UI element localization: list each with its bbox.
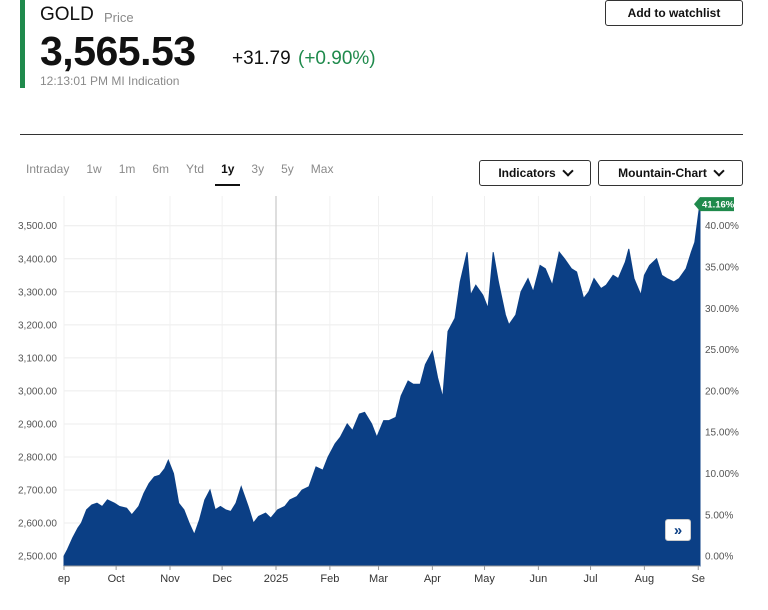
x-axis-tick-label: ep	[58, 573, 70, 585]
quote-kind: Price	[104, 10, 134, 25]
y-axis-left-tick-label: 3,400.00	[18, 254, 57, 265]
range-tab-max[interactable]: Max	[310, 162, 334, 176]
y-axis-right-tick-label: 25.00%	[705, 345, 739, 356]
y-axis-left-tick-label: 2,900.00	[18, 419, 57, 430]
expand-chart-button[interactable]: »	[665, 519, 691, 541]
y-axis-left-tick-label: 3,200.00	[18, 320, 57, 331]
chevron-down-icon	[713, 165, 725, 177]
chevron-down-icon	[562, 165, 574, 177]
price-chart[interactable]: 2,500.00 2,600.00 2,700.00 2,800.00 2,900.00…	[0, 188, 768, 588]
y-axis-right-tick-label: 0.00%	[705, 552, 733, 563]
range-tab-intraday[interactable]: Intraday	[26, 162, 70, 176]
chart-type-dropdown[interactable]: Mountain-Chart	[598, 160, 743, 186]
indicators-label: Indicators	[498, 166, 556, 180]
x-axis-tick-label: 2025	[264, 573, 288, 585]
range-tab-1m[interactable]: 1m	[118, 162, 136, 176]
y-axis-left-tick-label: 2,700.00	[18, 486, 57, 497]
x-axis-tick-label: May	[474, 573, 495, 585]
x-axis-tick-label: Nov	[160, 573, 180, 585]
x-axis-tick-label: Se	[692, 573, 705, 585]
x-axis-tick-label: Mar	[369, 573, 388, 585]
range-tab-1w[interactable]: 1w	[86, 162, 102, 176]
price-area-series	[63, 204, 701, 567]
y-axis-right-tick-label: 30.00%	[705, 304, 739, 315]
quote-accent-bar	[20, 0, 25, 88]
y-axis-right-tick-label: 35.00%	[705, 263, 739, 274]
add-to-watchlist-button[interactable]: Add to watchlist	[605, 0, 743, 26]
range-tab-3y[interactable]: 3y	[251, 162, 265, 176]
y-axis-left-tick-label: 3,500.00	[18, 221, 57, 232]
header-divider	[20, 134, 743, 135]
y-axis-left-tick-label: 2,500.00	[18, 552, 57, 563]
y-axis-left-tick-label: 3,000.00	[18, 386, 57, 397]
y-axis-left-tick-label: 2,600.00	[18, 519, 57, 530]
indicators-dropdown[interactable]: Indicators	[479, 160, 591, 186]
double-chevron-right-icon: »	[673, 521, 683, 539]
x-axis-tick-label: Dec	[212, 573, 232, 585]
y-axis-right-tick-label: 20.00%	[705, 386, 739, 397]
quote-change-absolute: +31.79	[232, 48, 291, 69]
y-axis-right-tick-label: 10.00%	[705, 469, 739, 480]
x-axis-tick-label: Oct	[108, 573, 125, 585]
y-axis-right-tick-label: 5.00%	[705, 510, 733, 521]
range-tab-5y[interactable]: 5y	[281, 162, 294, 176]
x-axis-tick-label: Aug	[635, 573, 655, 585]
quote-timestamp: 12:13:01 PM MI Indication	[40, 74, 180, 88]
current-change-badge-label: 41.16%	[702, 200, 735, 211]
y-axis-left-tick-label: 3,300.00	[18, 287, 57, 298]
range-tab-ytd[interactable]: Ytd	[186, 162, 205, 176]
time-range-tabs: Intraday 1w 1m 6m Ytd 1y 3y 5y Max	[20, 160, 344, 186]
quote-price: 3,565.53	[40, 28, 196, 74]
y-axis-right-tick-label: 15.00%	[705, 428, 739, 439]
x-axis-tick-label: Jun	[530, 573, 548, 585]
x-axis-tick-label: Apr	[424, 573, 441, 585]
current-change-badge	[694, 197, 734, 212]
chart-type-label: Mountain-Chart	[618, 166, 707, 180]
quote-change-percent: (+0.90%)	[298, 48, 376, 69]
quote-symbol: GOLD	[40, 4, 94, 25]
range-tab-6m[interactable]: 6m	[152, 162, 170, 176]
y-axis-left-tick-label: 3,100.00	[18, 353, 57, 364]
x-axis-tick-label: Jul	[583, 573, 597, 585]
x-axis-tick-label: Feb	[320, 573, 339, 585]
y-axis-left-tick-label: 2,800.00	[18, 452, 57, 463]
range-tab-1y[interactable]: 1y	[215, 160, 241, 186]
y-axis-right-tick-label: 40.00%	[705, 221, 739, 232]
